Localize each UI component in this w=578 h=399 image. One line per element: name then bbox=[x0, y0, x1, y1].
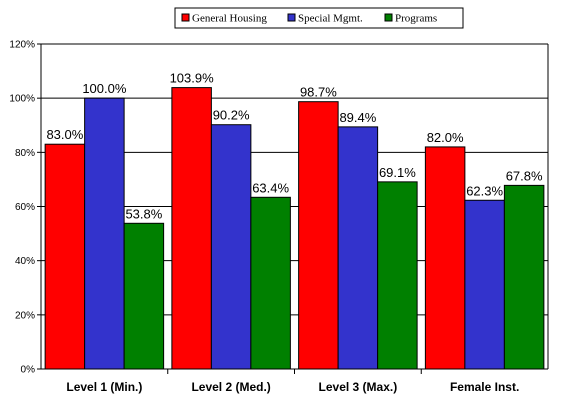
legend-box bbox=[174, 7, 464, 29]
data-label: 100.0% bbox=[82, 81, 127, 96]
legend-label: General Housing bbox=[192, 13, 267, 25]
x-axis: Level 1 (Min.) Level 2 (Med.) Level 3 (Max… bbox=[41, 44, 549, 394]
data-label: 82.0% bbox=[427, 130, 464, 145]
legend-swatch bbox=[384, 13, 393, 22]
bar bbox=[337, 126, 379, 370]
legend: General Housing Special Mgmt. Programs bbox=[174, 7, 464, 29]
x-tick-label: Level 1 (Min.) bbox=[66, 380, 142, 394]
legend-swatch bbox=[287, 13, 296, 22]
data-labels: 83.0% 100.0% 53.8% 103.9% 90.2% 63.4% 98.7%89.… bbox=[46, 71, 543, 222]
y-tick-label: 0% bbox=[21, 365, 36, 376]
x-tick-label: Level 3 (Max.) bbox=[319, 380, 398, 394]
data-label: 83.0% bbox=[46, 127, 83, 142]
data-label: 90.2% bbox=[213, 108, 250, 123]
data-label: 67.8% bbox=[506, 168, 543, 183]
data-label: 98.7% bbox=[300, 85, 337, 100]
data-label: 53.8% bbox=[125, 206, 162, 221]
bar bbox=[503, 184, 545, 370]
bar bbox=[424, 146, 466, 370]
bar bbox=[123, 222, 165, 370]
data-label: 63.4% bbox=[252, 180, 289, 195]
data-label: 62.3% bbox=[466, 183, 503, 198]
bar bbox=[250, 196, 291, 370]
legend-label: Special Mgmt. bbox=[298, 13, 363, 25]
legend-swatch bbox=[181, 13, 190, 22]
bar bbox=[210, 124, 252, 370]
x-tick-label: Female Inst. bbox=[450, 380, 519, 394]
bar bbox=[298, 101, 339, 370]
bar bbox=[44, 143, 86, 370]
legend-label: Programs bbox=[395, 13, 437, 25]
y-tick-label: 20% bbox=[15, 310, 35, 321]
bar bbox=[377, 181, 418, 370]
data-label: 69.1% bbox=[379, 165, 416, 180]
y-tick-label: 40% bbox=[15, 256, 35, 267]
y-tick-label: 120% bbox=[9, 40, 35, 51]
bar bbox=[464, 199, 505, 370]
bar bbox=[171, 87, 212, 370]
x-tick-label: Level 2 (Med.) bbox=[191, 380, 270, 394]
bar bbox=[84, 97, 125, 370]
data-label: 103.9% bbox=[170, 71, 215, 86]
y-axis: 0% 20% 40% 60% 80% 100% 120% bbox=[9, 40, 42, 376]
data-label: 89.4% bbox=[339, 110, 376, 125]
y-tick-label: 60% bbox=[15, 202, 35, 213]
y-tick-label: 80% bbox=[15, 148, 35, 159]
bars bbox=[44, 87, 545, 370]
y-tick-label: 100% bbox=[9, 94, 35, 105]
